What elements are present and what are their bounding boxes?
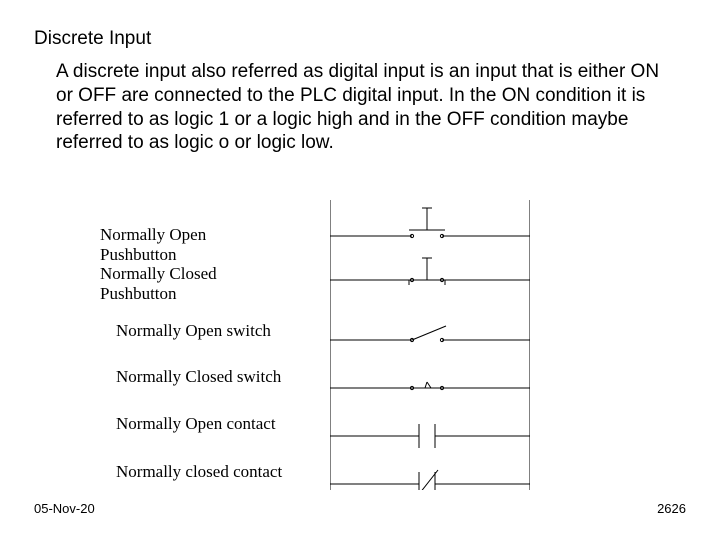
label-nc-switch: Normally Closed switch xyxy=(116,367,330,387)
text: Pushbutton xyxy=(100,245,177,264)
text: Normally Open xyxy=(100,225,206,244)
text: Pushbutton xyxy=(100,284,177,303)
page-title: Discrete Input xyxy=(34,28,686,50)
label-nc-pushbutton: Normally Closed Pushbutton xyxy=(100,264,330,303)
footer-page-number: 2626 xyxy=(657,501,686,516)
label-no-switch: Normally Open switch xyxy=(116,321,330,341)
footer-date: 05-Nov-20 xyxy=(34,501,95,516)
ladder-diagram xyxy=(330,200,530,490)
text: Normally Closed xyxy=(100,264,217,283)
label-no-pushbutton: Normally Open Pushbutton xyxy=(100,225,330,264)
body-paragraph: A discrete input also referred as digita… xyxy=(56,60,676,155)
label-no-contact: Normally Open contact xyxy=(116,414,330,434)
symbol-labels: Normally Open Pushbutton Normally Closed… xyxy=(100,225,330,481)
label-nc-contact: Normally closed contact xyxy=(116,462,330,482)
